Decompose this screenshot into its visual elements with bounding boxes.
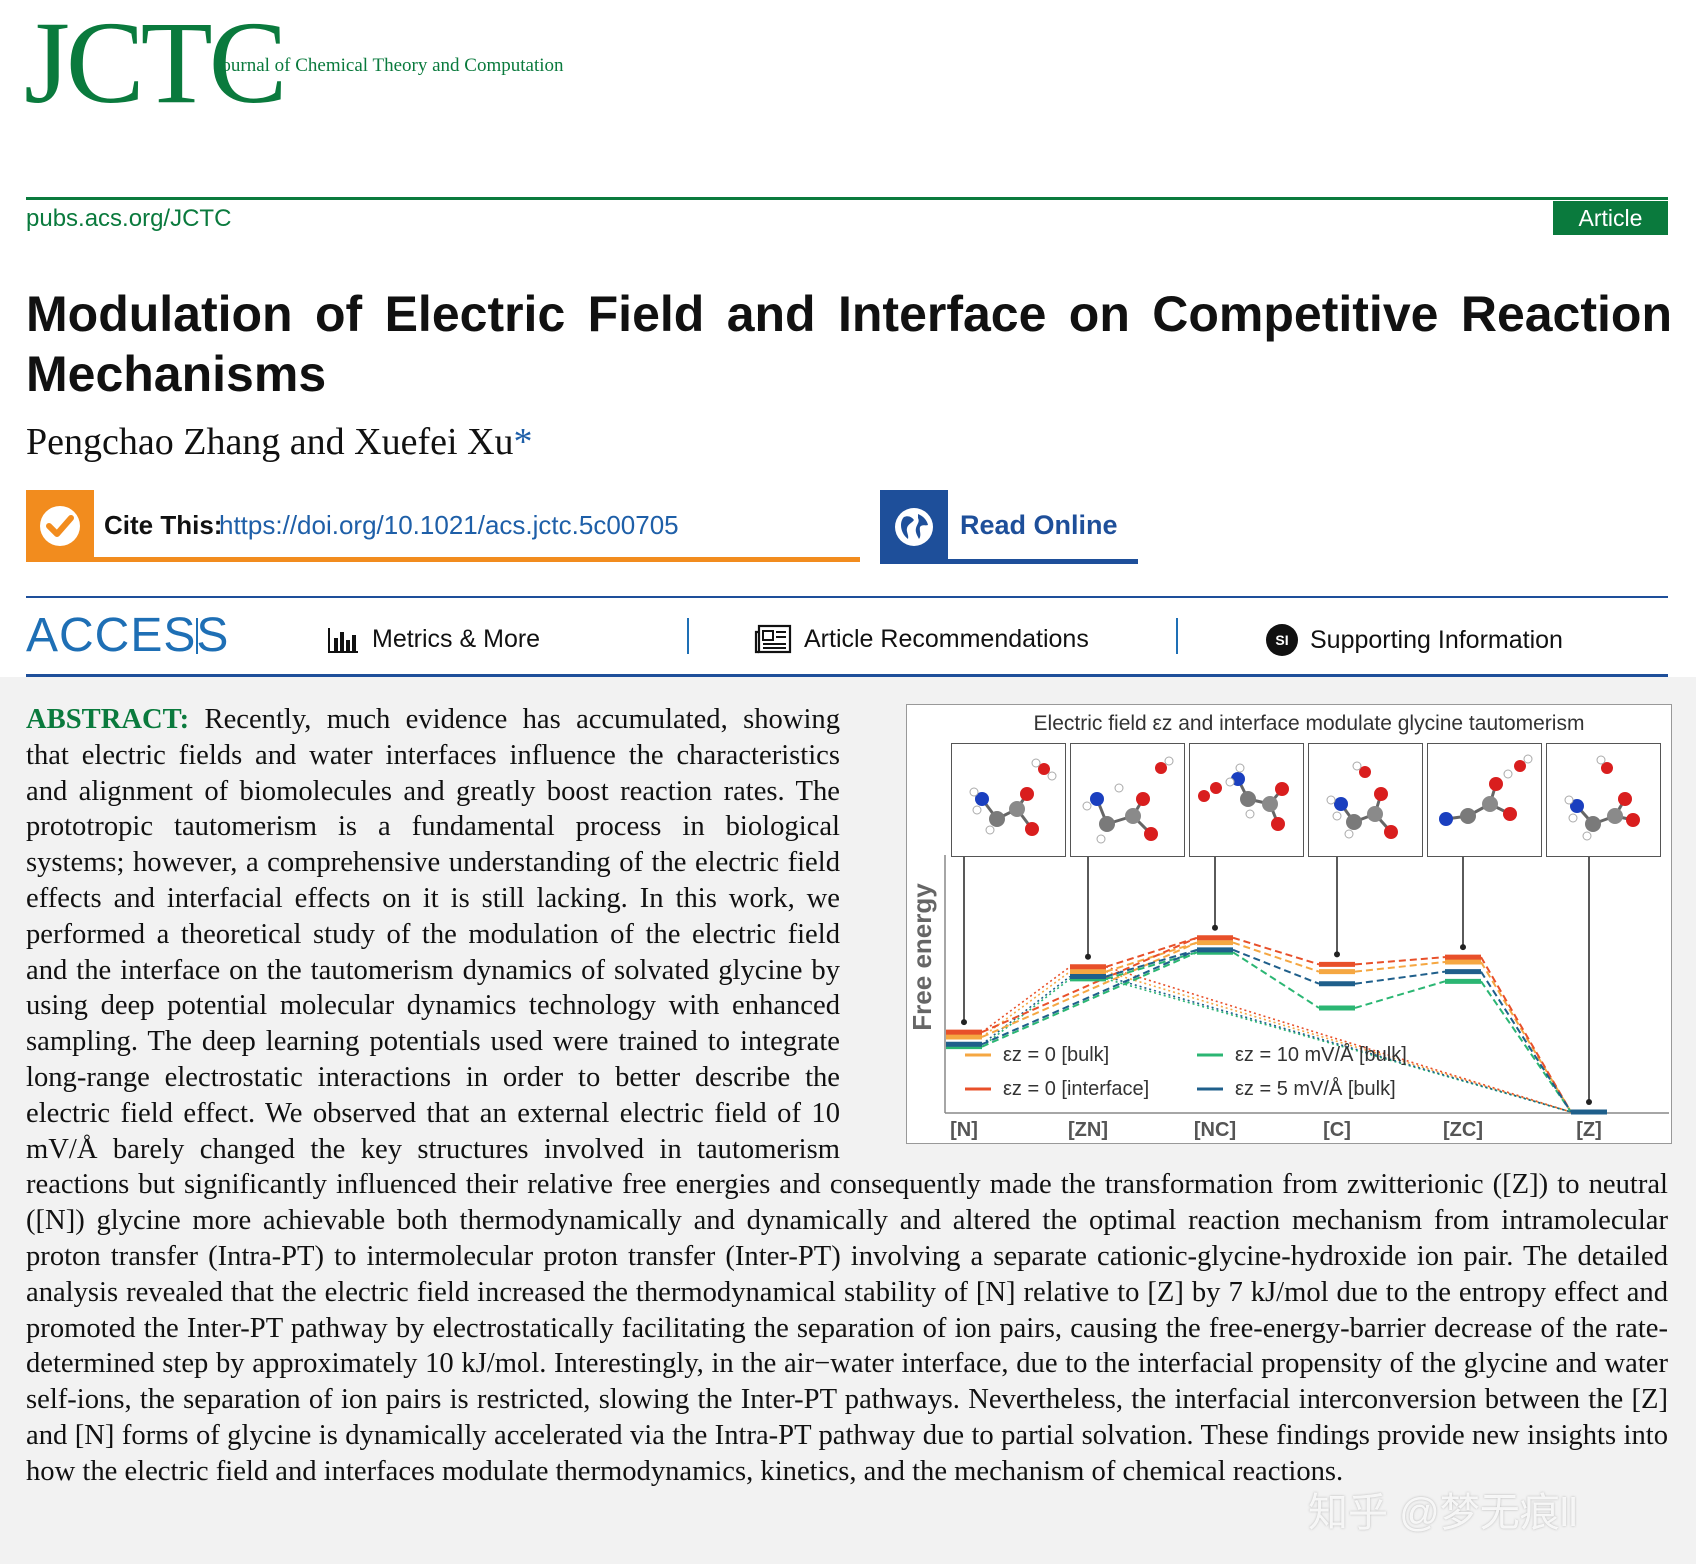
state-connector-dot xyxy=(1460,944,1466,951)
series-connector-line xyxy=(1354,956,1446,966)
bypass-path-line xyxy=(1105,978,1572,1113)
x-tick-label: [C] xyxy=(1323,1119,1351,1141)
cite-this-block: Cite This: https://doi.org/10.1021/acs.j… xyxy=(26,490,860,562)
access-divider xyxy=(1176,618,1178,654)
series-connector-line xyxy=(1105,941,1198,973)
series-connector-line xyxy=(981,941,1198,1038)
doi-link[interactable]: https://doi.org/10.1021/acs.jctc.5c00705 xyxy=(219,510,679,540)
x-tick-label: [ZC] xyxy=(1443,1119,1483,1141)
state-connector-dot xyxy=(1085,953,1091,960)
molecule-image-zc xyxy=(1427,743,1542,857)
x-tick-label: [Z] xyxy=(1576,1119,1602,1141)
series-connector-line xyxy=(1480,971,1572,1113)
legend-label: εz = 0 [bulk] xyxy=(1003,1044,1109,1066)
abstract-text: Recently, much evidence has accumulated,… xyxy=(26,704,1668,1487)
read-online-label: Read Online xyxy=(960,510,1118,540)
access-bar-bottom-rule xyxy=(26,674,1668,677)
bypass-path-line xyxy=(981,975,1071,1045)
abstract-body: ABSTRACT: Recently, much evidence has ac… xyxy=(26,702,1668,1490)
access-divider xyxy=(196,618,198,654)
molecule-image-n xyxy=(951,743,1066,857)
journal-full-name: Journal of Chemical Theory and Computati… xyxy=(214,55,564,76)
series-connector-line xyxy=(1232,951,1320,1009)
cite-this-label: Cite This: xyxy=(104,510,223,540)
authors-text: Pengchao Zhang and Xuefei Xu xyxy=(26,421,514,463)
access-label: ACCESS xyxy=(26,609,230,662)
supporting-information-label: Supporting Information xyxy=(1310,625,1563,654)
state-connector-dot xyxy=(1334,951,1340,958)
journal-logo: JCTC xyxy=(24,0,287,128)
x-tick-label: [N] xyxy=(950,1119,978,1141)
header-rule xyxy=(26,197,1668,200)
bar-chart-icon xyxy=(328,628,358,653)
free-energy-chart: Free energy [N] [ZN] [NC] [C] [ZC] [Z] εz = 0 [… xyxy=(907,855,1669,1141)
article-recommendations-label: Article Recommendations xyxy=(804,624,1089,653)
series-connector-line xyxy=(1232,941,1320,973)
watermark: 知乎 @梦无痕ll xyxy=(1308,1491,1578,1535)
series-connector-line xyxy=(1232,936,1320,966)
bypass-path-line xyxy=(981,970,1071,1038)
read-online-button[interactable]: Read Online xyxy=(880,490,1138,564)
series-connector-line xyxy=(1232,948,1320,985)
metrics-more-link[interactable]: Metrics & More xyxy=(326,624,540,654)
y-axis-label: Free energy xyxy=(907,883,937,1031)
series-connector-line xyxy=(981,948,1198,1046)
molecule-image-c xyxy=(1308,743,1423,857)
access-bar-top-rule xyxy=(26,596,1668,598)
toc-graphic: Electric field εz and interface modulate… xyxy=(906,704,1672,1144)
paper-title: Modulation of Electric Field and Interfa… xyxy=(26,286,1672,402)
read-underline xyxy=(948,559,1138,564)
x-tick-label: [NC] xyxy=(1194,1119,1236,1141)
series-connector-line xyxy=(981,936,1198,1034)
series-connector-line xyxy=(981,951,1198,1048)
series-connector-line xyxy=(1354,980,1446,1009)
author-list: Pengchao Zhang and Xuefei Xu* xyxy=(26,420,533,464)
legend-label: εz = 0 [interface] xyxy=(1003,1078,1149,1100)
check-icon xyxy=(26,490,94,562)
series-connector-line xyxy=(1105,951,1198,980)
abstract-label: ABSTRACT: xyxy=(26,704,190,735)
supporting-information-link[interactable]: SI Supporting Information xyxy=(1266,624,1563,656)
series-connector-line xyxy=(1480,956,1572,1113)
series-connector-line xyxy=(1354,960,1446,973)
globe-icon xyxy=(880,490,948,564)
molecule-image-nc xyxy=(1189,743,1304,857)
series-connector-line xyxy=(1354,970,1446,985)
legend-label: εz = 10 mV/Å [bulk] xyxy=(1235,1043,1407,1066)
molecule-image-z xyxy=(1546,743,1661,857)
cite-underline xyxy=(94,557,860,562)
corresponding-author-mark[interactable]: * xyxy=(513,421,533,463)
article-recommendations-link[interactable]: Article Recommendations xyxy=(754,624,1089,654)
state-connector-dot xyxy=(961,1019,967,1026)
molecule-image-zn xyxy=(1070,743,1185,857)
state-connector-dot xyxy=(1586,1099,1592,1105)
bypass-path-line xyxy=(981,966,1071,1033)
metrics-more-label: Metrics & More xyxy=(372,624,541,653)
state-connector-dot xyxy=(1212,924,1218,931)
series-connector-line xyxy=(1105,936,1198,968)
newspaper-icon xyxy=(754,624,792,654)
legend-label: εz = 5 mV/Å [bulk] xyxy=(1235,1077,1396,1100)
bypass-path-line xyxy=(1105,975,1572,1113)
bypass-path-line xyxy=(1105,970,1572,1113)
series-connector-line xyxy=(1105,948,1198,978)
series-connector-line xyxy=(1480,980,1572,1113)
access-divider xyxy=(687,618,689,654)
chart-title: Electric field εz and interface modulate… xyxy=(1033,712,1585,735)
si-badge-icon: SI xyxy=(1266,624,1298,656)
bypass-path-line xyxy=(1105,966,1572,1113)
journal-url-link[interactable]: pubs.acs.org/JCTC xyxy=(26,205,232,232)
x-tick-label: [ZN] xyxy=(1068,1119,1108,1141)
article-type-badge: Article xyxy=(1553,201,1668,235)
